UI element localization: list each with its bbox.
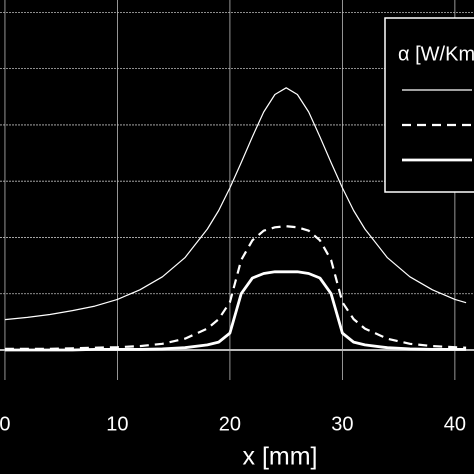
legend-box	[384, 17, 474, 193]
x-tick-label: 0	[0, 413, 11, 435]
x-tick-label: 40	[444, 413, 466, 435]
x-tick-label: 20	[219, 413, 241, 435]
x-axis-label: x [mm]	[243, 443, 318, 471]
line-series	[4, 270, 467, 352]
x-tick-label: 30	[331, 413, 353, 435]
line-series	[4, 87, 467, 321]
x-tick-label: 10	[106, 413, 128, 435]
line-series	[4, 225, 467, 350]
legend-title: α [W/Km	[398, 43, 474, 65]
